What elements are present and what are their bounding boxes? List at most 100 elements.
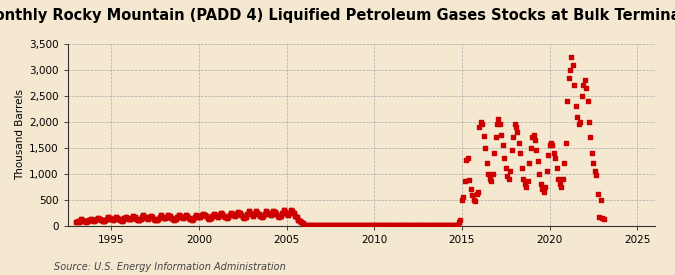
Point (71, 220, 82, 225)
Point (128, 214, 138, 218)
Point (135, 217, 146, 221)
Point (202, 216, 213, 220)
Point (274, 214, 285, 219)
Point (435, 223, 446, 227)
Point (292, 215, 302, 219)
Point (564, 68, 575, 72)
Point (541, 169, 552, 173)
Point (199, 212, 210, 217)
Point (455, 218, 466, 222)
Point (287, 209, 298, 214)
Point (110, 215, 121, 219)
Point (593, 192, 603, 197)
Point (470, 198, 481, 203)
Point (264, 211, 275, 216)
Point (392, 223, 403, 227)
Point (521, 185, 532, 189)
Point (275, 213, 286, 218)
Point (325, 223, 336, 227)
Point (190, 213, 201, 217)
Point (545, 140, 556, 145)
Point (454, 220, 464, 225)
Point (242, 212, 252, 216)
Point (122, 216, 133, 220)
Point (385, 223, 396, 227)
Point (426, 223, 437, 227)
Point (205, 216, 216, 220)
Point (332, 223, 343, 227)
Point (579, 78, 590, 82)
Point (153, 217, 163, 221)
Point (497, 143, 508, 147)
Point (327, 223, 338, 227)
Point (116, 219, 127, 223)
Point (353, 223, 364, 227)
Point (525, 145, 536, 150)
Point (195, 215, 206, 219)
Point (505, 169, 516, 173)
Point (496, 133, 507, 137)
Point (277, 211, 288, 215)
Point (379, 223, 390, 227)
Point (141, 216, 152, 221)
Point (300, 223, 311, 227)
Point (474, 125, 485, 129)
Point (125, 217, 136, 221)
Point (509, 122, 520, 127)
Point (375, 223, 385, 227)
Point (510, 125, 521, 129)
Point (445, 223, 456, 227)
Point (371, 223, 381, 227)
Point (410, 223, 421, 227)
Point (522, 179, 533, 184)
Point (220, 215, 231, 219)
Point (400, 223, 410, 227)
Point (373, 223, 384, 227)
Point (530, 138, 541, 142)
Point (486, 179, 497, 184)
Point (597, 216, 608, 220)
Point (462, 156, 473, 160)
Point (294, 219, 305, 224)
Point (460, 179, 470, 184)
Point (357, 223, 368, 227)
Point (119, 216, 130, 221)
Point (519, 182, 530, 186)
Point (562, 99, 572, 103)
Point (211, 214, 222, 218)
Point (506, 148, 517, 153)
Point (508, 135, 518, 139)
Point (502, 174, 512, 178)
Point (318, 223, 329, 227)
Point (531, 148, 542, 153)
Point (539, 189, 549, 194)
Point (448, 223, 458, 227)
Point (310, 223, 321, 227)
Point (175, 214, 186, 218)
Point (213, 215, 223, 219)
Point (543, 153, 554, 158)
Point (91, 216, 102, 221)
Point (412, 223, 423, 227)
Point (489, 151, 500, 155)
Point (182, 214, 192, 218)
Point (215, 211, 226, 215)
Point (198, 211, 209, 216)
Point (124, 216, 134, 221)
Point (148, 216, 159, 221)
Point (254, 212, 265, 216)
Point (101, 216, 112, 221)
Point (317, 223, 327, 227)
Point (360, 223, 371, 227)
Point (239, 216, 250, 220)
Point (151, 218, 162, 222)
Point (121, 214, 132, 219)
Point (90, 218, 101, 222)
Point (540, 185, 551, 189)
Point (208, 211, 219, 216)
Point (293, 218, 304, 222)
Point (259, 211, 270, 216)
Point (319, 223, 330, 227)
Point (286, 208, 296, 213)
Point (105, 216, 115, 221)
